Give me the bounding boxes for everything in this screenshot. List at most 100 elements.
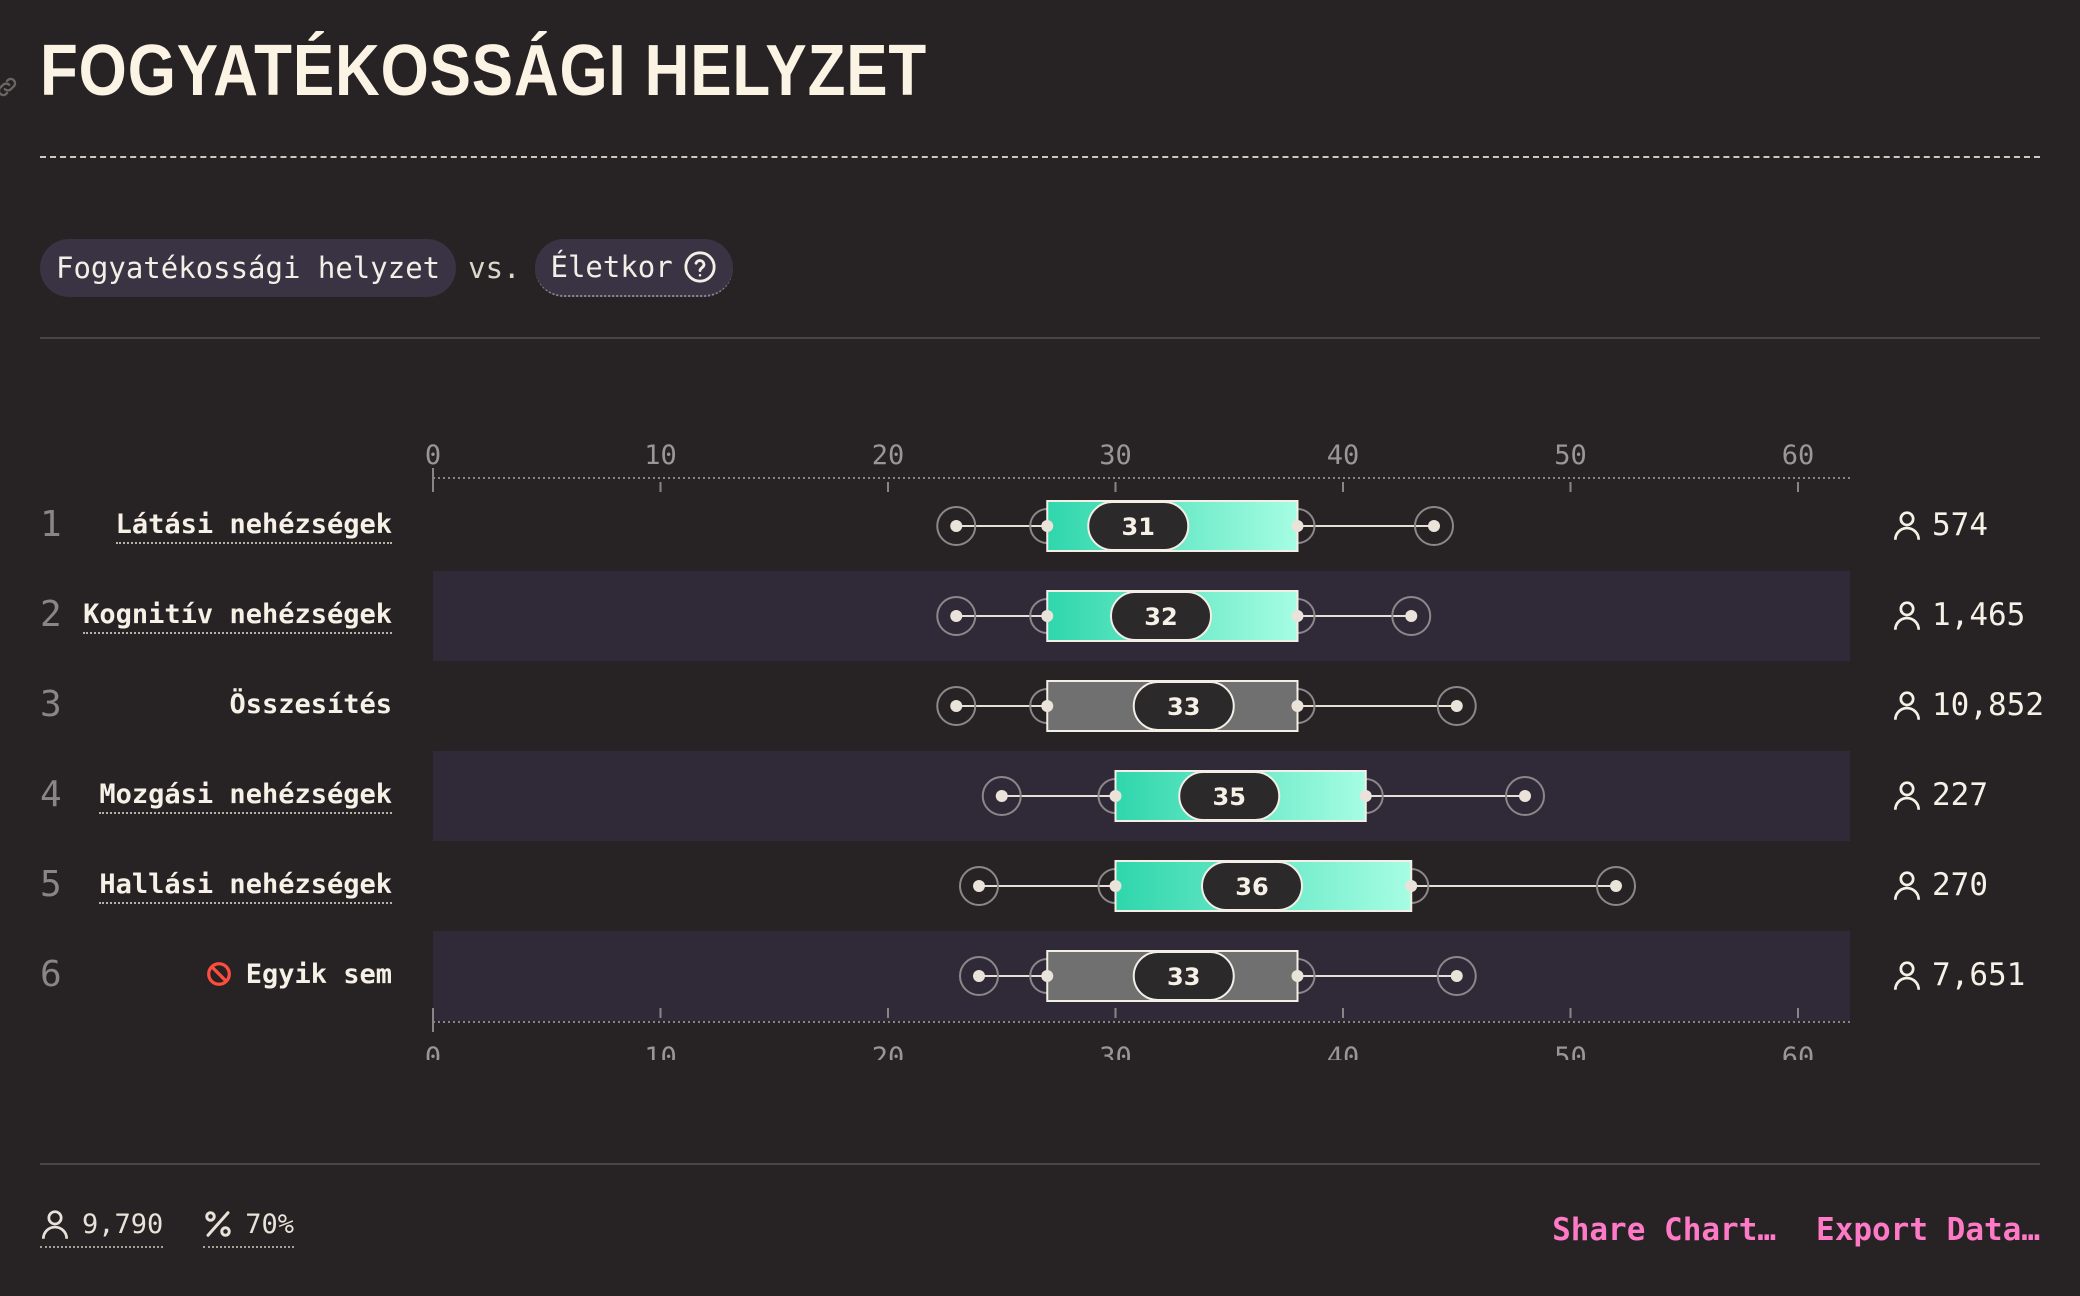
row-count-value: 1,465	[1932, 597, 2026, 633]
x-tick-label: 30	[1099, 1042, 1132, 1060]
person-icon	[1893, 691, 1921, 720]
no-entry-icon	[206, 962, 231, 986]
whisker-high-ring	[1505, 776, 1545, 816]
vs-label: vs.	[468, 251, 521, 285]
x-tick-label: 50	[1554, 440, 1587, 471]
median-label: 32	[1144, 603, 1177, 631]
help-circle-icon[interactable]	[683, 250, 717, 284]
row-count-value: 10,852	[1932, 687, 2044, 723]
respondents-stat[interactable]: 9,790	[40, 1208, 164, 1248]
row-rank: 4	[40, 774, 62, 815]
median-pill	[1178, 771, 1281, 821]
whisker-low-ring	[981, 776, 1022, 816]
box-plot-chart: 0 10 20 30 40 50 60 0 10 20 30 40 50 60 31 32 33 35 36 33 1 L…	[0, 420, 2080, 1073]
whisker-end-dot	[1450, 700, 1463, 712]
category-label[interactable]: Hallási nehézségek	[99, 866, 392, 904]
title-divider	[40, 156, 2040, 158]
person-icon	[1893, 601, 1921, 630]
person-icon	[1893, 961, 1921, 990]
export-data-button[interactable]: Export Data…	[1816, 1212, 2040, 1248]
category-label: Összesítés	[229, 686, 392, 722]
whisker-end-dot	[1109, 880, 1122, 892]
x-tick-label: 10	[644, 440, 677, 471]
whisker-end-dot	[1291, 970, 1304, 982]
whisker-end-dot	[1610, 880, 1622, 892]
category-label[interactable]: Kognitív nehézségek	[83, 596, 392, 634]
whisker-high-ring	[1436, 686, 1477, 726]
x-tick-label: 40	[1327, 1042, 1360, 1060]
person-icon	[1893, 511, 1921, 540]
whisker-low-ring	[936, 686, 977, 726]
whisker-low-ring	[959, 866, 999, 906]
row-count: 270	[1892, 867, 1988, 903]
category-label-text: Összesítés	[229, 688, 392, 720]
link-icon[interactable]	[0, 74, 20, 100]
x-tick-label: 0	[425, 1042, 441, 1060]
x-tick-label: 20	[872, 440, 905, 471]
percent-value: 70%	[245, 1208, 295, 1240]
whisker-high-ring	[1391, 596, 1432, 636]
x-tick-label: 30	[1099, 440, 1132, 471]
footer-divider	[40, 1163, 2040, 1165]
row-count-value: 227	[1932, 777, 1988, 813]
category-label[interactable]: Látási nehézségek	[115, 506, 392, 544]
median-pill	[1132, 951, 1235, 1001]
median-pill	[1132, 681, 1235, 731]
row-count: 574	[1892, 507, 1988, 543]
category-label: Egyik sem	[206, 956, 392, 992]
whisker-end-dot	[1041, 520, 1054, 532]
primary-variable-label: Fogyatékossági helyzet	[56, 251, 441, 285]
row-count-value: 574	[1932, 507, 1988, 543]
median-label: 31	[1122, 513, 1155, 541]
whisker-low-ring	[936, 596, 977, 636]
x-tick-label: 60	[1782, 440, 1815, 471]
category-label-text: Kognitív nehézségek	[83, 598, 392, 630]
category-label[interactable]: Mozgási nehézségek	[99, 776, 392, 814]
page-title: FOGYATÉKOSSÁGI HELYZET	[40, 31, 928, 111]
whisker-end-dot	[950, 610, 963, 622]
primary-variable-pill[interactable]: Fogyatékossági helyzet	[40, 239, 457, 297]
median-label: 33	[1167, 693, 1200, 721]
whisker-end-dot	[1428, 520, 1440, 532]
person-icon	[41, 1210, 69, 1239]
category-label-text: Látási nehézségek	[115, 508, 392, 540]
x-tick-label: 50	[1554, 1042, 1587, 1060]
whisker-end-dot	[1291, 700, 1304, 712]
whisker-end-dot	[1359, 790, 1372, 802]
row-rank: 1	[40, 504, 62, 545]
x-tick-label: 20	[872, 1042, 905, 1060]
whisker-end-dot	[995, 790, 1008, 802]
footer-stats: 9,790 70%	[40, 1208, 295, 1248]
whisker-low-ring	[936, 506, 977, 546]
row-rank: 5	[40, 864, 62, 905]
percent-stat[interactable]: 70%	[203, 1208, 295, 1248]
variable-selector: Fogyatékossági helyzet vs. Életkor	[40, 239, 733, 297]
whisker-high-ring	[1596, 866, 1636, 906]
x-tick-label: 40	[1327, 440, 1360, 471]
person-icon	[1893, 871, 1921, 900]
median-pill	[1201, 861, 1303, 911]
person-icon	[1893, 781, 1921, 810]
category-label-text: Hallási nehézségek	[99, 868, 392, 900]
row-rank: 2	[40, 594, 62, 635]
median-label: 36	[1235, 873, 1268, 901]
median-label: 35	[1213, 783, 1246, 811]
row-rank: 3	[40, 684, 62, 725]
respondents-count: 9,790	[82, 1208, 164, 1240]
whisker-end-dot	[1109, 790, 1122, 802]
category-label-text: Mozgási nehézségek	[99, 778, 392, 810]
row-count: 7,651	[1892, 957, 2025, 993]
secondary-variable-pill[interactable]: Életkor	[534, 239, 733, 297]
row-rank: 6	[40, 954, 62, 995]
whisker-end-dot	[1405, 610, 1418, 622]
whisker-high-ring	[1414, 506, 1454, 546]
percent-icon	[205, 1211, 232, 1237]
footer-actions: Share Chart… Export Data…	[1552, 1212, 2040, 1248]
share-chart-button[interactable]: Share Chart…	[1552, 1212, 1777, 1248]
x-tick-label: 0	[425, 440, 441, 471]
whisker-end-dot	[950, 700, 963, 712]
whisker-end-dot	[1291, 610, 1304, 622]
whisker-end-dot	[1450, 970, 1463, 982]
chart-canvas: 0 10 20 30 40 50 60 0 10 20 30 40 50 60 31 32 33 35 36 33	[425, 440, 1850, 1073]
whisker-end-dot	[1405, 880, 1418, 892]
